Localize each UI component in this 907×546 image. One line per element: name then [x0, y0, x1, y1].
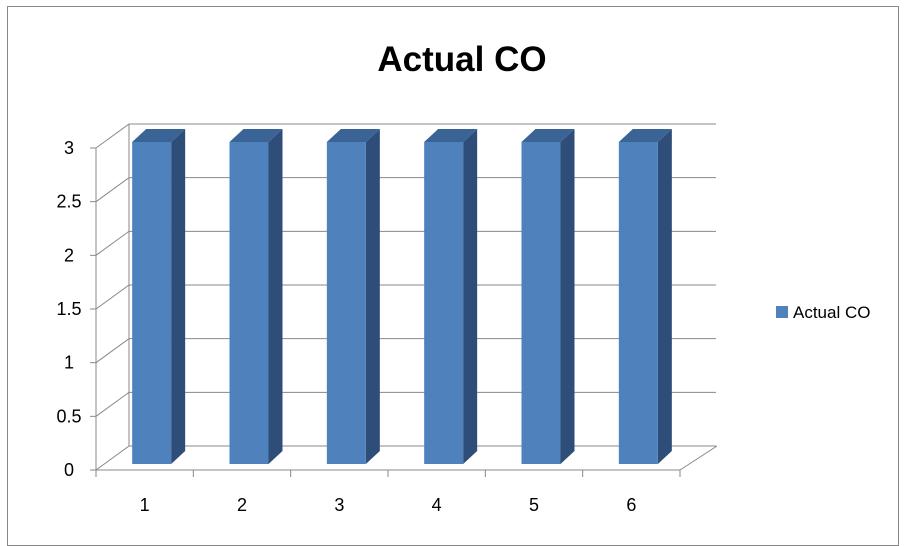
bar-front	[521, 142, 561, 464]
y-tick-label: 3	[64, 138, 74, 158]
bar-front	[424, 142, 464, 464]
x-tick-label: 5	[529, 495, 539, 515]
legend-label: Actual CO	[793, 303, 870, 322]
bar-side	[560, 129, 575, 464]
bars-layer	[132, 129, 672, 464]
bar-front	[229, 142, 269, 464]
y-tick-label: 1	[64, 353, 74, 373]
bar-side	[657, 129, 672, 464]
bar-side	[365, 129, 380, 464]
x-tick-label: 4	[432, 495, 442, 515]
bar-top	[618, 129, 672, 142]
gridline-depth	[95, 445, 130, 471]
x-tick-label: 2	[237, 495, 247, 515]
legend: Actual CO	[776, 303, 870, 322]
y-tick-label: 0	[64, 460, 74, 480]
bar-top	[326, 129, 380, 142]
bar	[521, 129, 575, 464]
bar	[424, 129, 478, 464]
y-tick-label: 2	[64, 245, 74, 265]
x-tick-label: 1	[140, 495, 150, 515]
gridline-depth	[95, 123, 130, 149]
x-tick-label: 3	[334, 495, 344, 515]
axis-layer	[90, 124, 718, 477]
bar	[326, 129, 380, 464]
y-tick-label: 2.5	[56, 192, 81, 212]
legend-swatch	[776, 306, 788, 318]
bar-chart: Actual CO 0 0.5 1 1.5 2 2.5 3 1 2 3 4 5 6 Actual CO	[56, 40, 870, 515]
bar-side	[171, 129, 186, 464]
bar-top	[424, 129, 478, 142]
bar-front	[326, 142, 366, 464]
chart-title: Actual CO	[377, 40, 546, 79]
bar-top	[521, 129, 575, 142]
floor-edge	[679, 445, 718, 471]
x-tick-label: 6	[626, 495, 636, 515]
grid-layer	[95, 123, 716, 471]
gridline-depth	[95, 284, 130, 310]
bar	[229, 129, 283, 464]
bar	[618, 129, 672, 464]
bar-front	[618, 142, 658, 464]
gridline-depth	[95, 230, 130, 256]
bar	[132, 129, 186, 464]
bar-front	[132, 142, 172, 464]
y-tick-label: 0.5	[56, 406, 81, 426]
bar-top	[229, 129, 283, 142]
y-tick-labels: 0 0.5 1 1.5 2 2.5 3	[56, 138, 81, 480]
gridline-depth	[95, 177, 130, 203]
x-tick-labels: 1 2 3 4 5 6	[140, 495, 637, 515]
bar-top	[132, 129, 186, 142]
bar-side	[463, 129, 478, 464]
gridline-depth	[95, 391, 130, 417]
bar-side	[268, 129, 283, 464]
gridline-depth	[95, 338, 130, 364]
y-tick-label: 1.5	[56, 299, 81, 319]
